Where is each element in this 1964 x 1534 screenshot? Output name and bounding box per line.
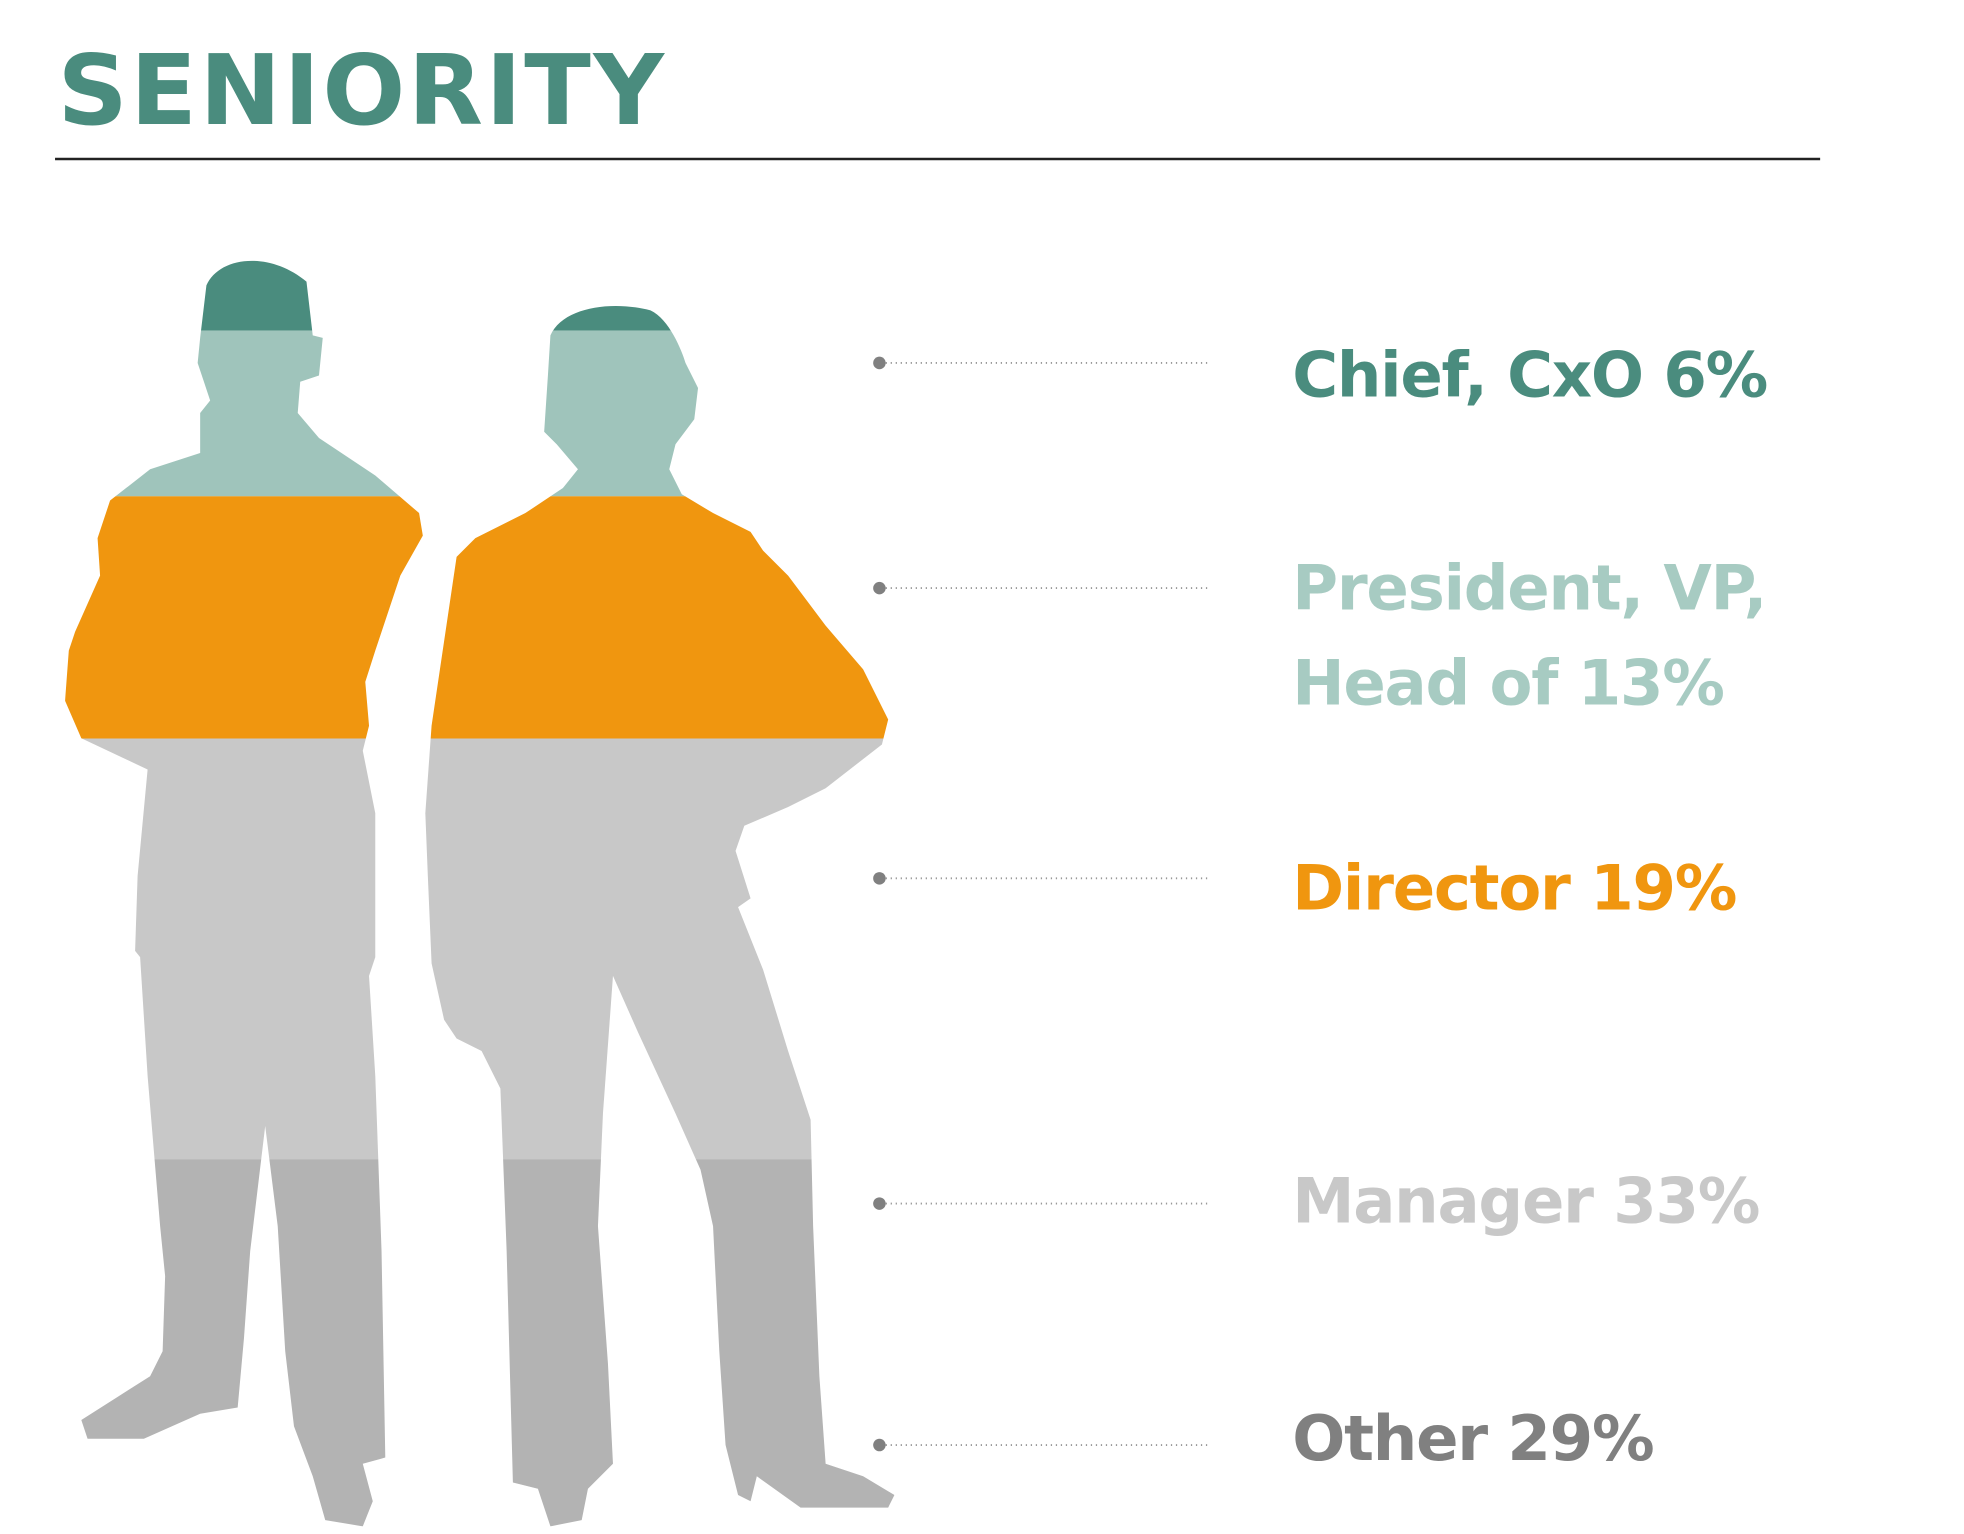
category-label: Manager 33%	[1292, 1154, 1892, 1249]
category-name: President, VP, Head of	[1292, 551, 1767, 720]
category-label: President, VP, Head of 13%	[1292, 541, 1892, 731]
value-label: 33%	[1613, 1164, 1760, 1238]
segment	[65, 1159, 895, 1527]
segment	[65, 496, 895, 739]
category-name: Director	[1292, 852, 1571, 925]
label-box: Chief, CxO 6%	[1292, 328, 1892, 423]
leader-dot	[873, 872, 886, 885]
value-label: 19%	[1590, 852, 1737, 925]
category-name: Manager	[1292, 1164, 1594, 1238]
category-label: Other 29%	[1292, 1391, 1892, 1486]
chart-title: SENIORITY	[58, 34, 667, 148]
category-label: Director 19%	[1292, 841, 1892, 936]
leader-dot	[873, 356, 886, 370]
label-box: Manager 33%	[1292, 1154, 1892, 1249]
label-box: Other 29%	[1292, 1391, 1892, 1486]
category-name: Other	[1292, 1402, 1488, 1476]
label-box: Director 19%	[1292, 841, 1892, 936]
segment	[65, 260, 895, 331]
category-name: Chief, CxO	[1292, 339, 1644, 412]
label-box: President, VP, Head of 13%	[1292, 541, 1892, 731]
category-label: Chief, CxO 6%	[1292, 328, 1892, 423]
segment	[65, 738, 895, 1160]
labels: Chief, CxO 6% President, VP, Head of 13% D…	[873, 328, 1892, 1486]
value-label: 13%	[1577, 646, 1725, 720]
leader-dot	[873, 581, 886, 595]
leader-dot	[873, 1197, 886, 1210]
silhouettes	[65, 260, 895, 1527]
value-label: 6%	[1663, 339, 1768, 412]
value-label: 29%	[1507, 1402, 1654, 1476]
segment	[65, 330, 895, 497]
leader-dot	[873, 1438, 886, 1452]
